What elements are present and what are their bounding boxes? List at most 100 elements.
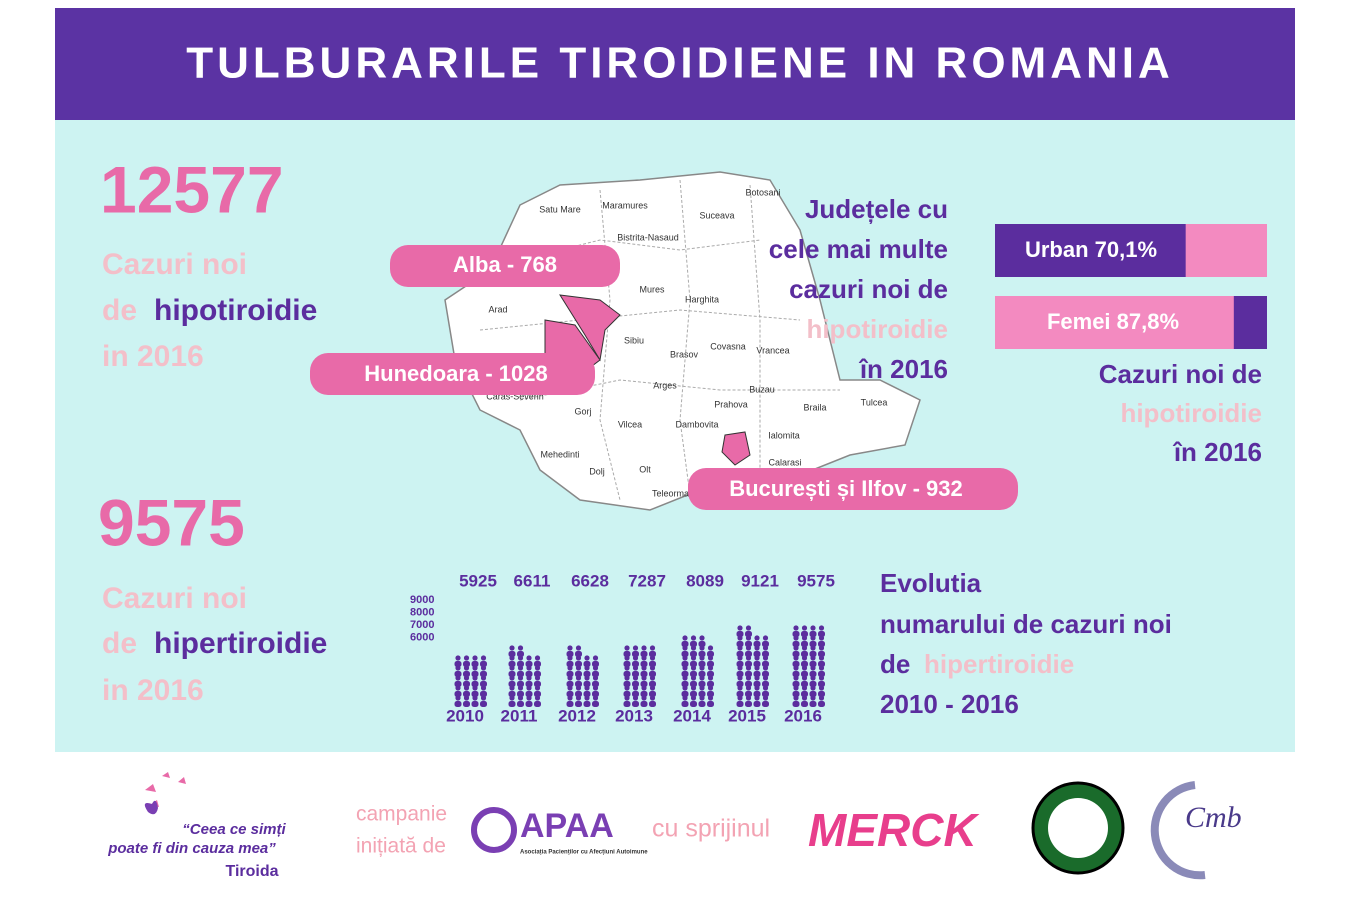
cmb: Cmb: [1185, 801, 1242, 834]
county-label: Tulcea: [861, 397, 888, 407]
person-body: [508, 661, 516, 667]
person-body: [632, 661, 639, 667]
split-label: Femei 87,8%: [1047, 309, 1179, 334]
person-body: [623, 701, 631, 707]
hyper-text: de: [102, 627, 137, 660]
value-label: 9121: [741, 571, 779, 590]
person-head: [737, 625, 743, 631]
person-body: [801, 651, 808, 657]
county-label: Arad: [488, 304, 507, 314]
person-body: [575, 651, 582, 657]
person-body: [753, 671, 761, 677]
evolution-text: 2010 - 2016: [880, 689, 1019, 719]
person-body: [818, 661, 825, 667]
person-body: [632, 681, 639, 687]
person-body: [517, 651, 524, 657]
county-label: Teleorman: [652, 488, 694, 498]
hypo-text: in 2016: [102, 340, 204, 373]
county-label: Gorj: [574, 406, 591, 416]
person-body: [681, 651, 689, 657]
person-body: [566, 691, 574, 697]
person-body: [640, 701, 648, 707]
person-body: [736, 701, 744, 707]
year-label: 2012: [558, 706, 596, 725]
county-label: Prahova: [714, 399, 748, 409]
split-bar: [995, 224, 1186, 277]
person-head: [567, 645, 573, 651]
person-body: [534, 671, 541, 677]
person-head: [641, 645, 647, 651]
person-body: [592, 661, 599, 667]
county-label: Botosani: [745, 187, 780, 197]
person-body: [566, 671, 574, 677]
person-body: [517, 691, 524, 697]
person-head: [584, 655, 590, 661]
county-label: Bistrita-Nasaud: [617, 232, 679, 242]
person-body: [480, 691, 487, 697]
person-body: [736, 691, 744, 697]
person-body: [592, 681, 599, 687]
person-body: [583, 661, 591, 667]
person-head: [649, 645, 656, 651]
person-body: [792, 691, 800, 697]
value-label: 9575: [797, 571, 835, 590]
callout-label: Hunedoara - 1028: [364, 361, 547, 386]
year-label: 2014: [673, 706, 711, 725]
value-label: 7287: [628, 571, 666, 590]
person-body: [480, 661, 487, 667]
hyper-text: hipertiroidie: [154, 627, 327, 660]
person-body: [508, 681, 516, 687]
person-body: [736, 631, 744, 637]
person-body: [698, 661, 706, 667]
person-body: [649, 661, 656, 667]
person-body: [809, 701, 817, 707]
person-body: [762, 641, 769, 647]
person-body: [454, 661, 462, 667]
map-caption: cele mai multe: [769, 234, 948, 264]
person-body: [801, 661, 808, 667]
hypo-text: hipotiroidie: [154, 294, 317, 327]
icon-column: [792, 625, 825, 707]
person-body: [592, 671, 599, 677]
person-body: [762, 701, 769, 707]
person-body: [623, 661, 631, 667]
county-label: Buzau: [749, 384, 775, 394]
person-body: [640, 651, 648, 657]
person-body: [575, 691, 582, 697]
county-label: Vrancea: [756, 345, 789, 355]
icon-column: [566, 645, 599, 707]
person-body: [480, 681, 487, 687]
person-body: [566, 681, 574, 687]
person-body: [818, 651, 825, 657]
person-head: [575, 645, 582, 651]
person-body: [681, 701, 689, 707]
person-body: [525, 701, 533, 707]
person-body: [632, 671, 639, 677]
person-body: [454, 691, 462, 697]
person-body: [745, 701, 752, 707]
person-body: [592, 691, 599, 697]
person-body: [623, 691, 631, 697]
split-caption: hipotiroidie: [1120, 398, 1262, 428]
callout: [688, 468, 1018, 510]
person-body: [707, 661, 714, 667]
person-body: [745, 671, 752, 677]
year-label: 2016: [784, 706, 822, 725]
person-body: [517, 671, 524, 677]
split-caption: în 2016: [1172, 437, 1262, 467]
person-body: [707, 701, 714, 707]
person-body: [640, 691, 648, 697]
person-body: [623, 651, 631, 657]
person-head: [699, 635, 705, 641]
person-head: [745, 625, 752, 631]
person-body: [698, 701, 706, 707]
person-body: [640, 671, 648, 677]
county-label: Dambovita: [675, 419, 718, 429]
person-head: [480, 655, 487, 661]
person-head: [801, 625, 808, 631]
year-label: 2013: [615, 706, 653, 725]
person-body: [463, 681, 470, 687]
seal-inner: [1048, 798, 1108, 858]
person-body: [801, 671, 808, 677]
person-body: [681, 661, 689, 667]
